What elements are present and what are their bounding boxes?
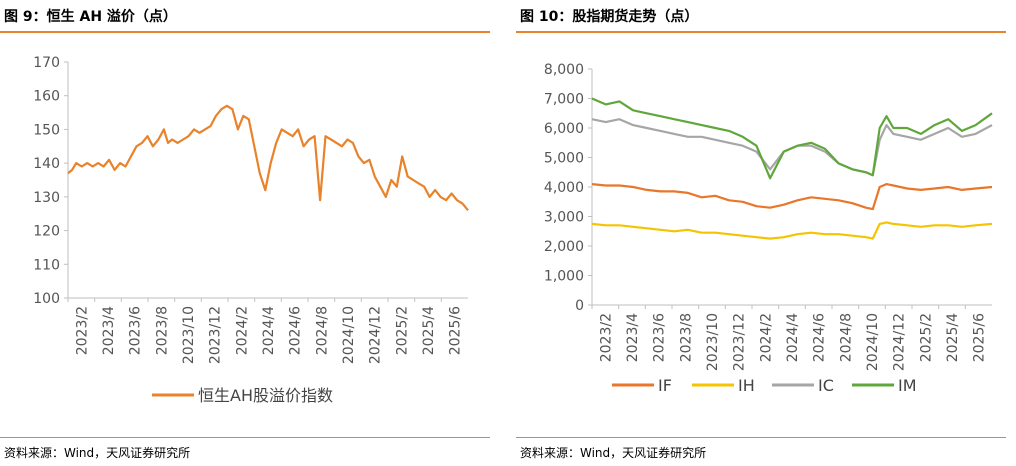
title-rule	[0, 31, 490, 33]
legend-label: IC	[818, 376, 834, 395]
y-tick-label: 7,000	[544, 92, 584, 108]
title-rule	[516, 31, 1006, 33]
series-line-恒生AH股溢价指数	[67, 104, 469, 211]
y-tick-label: 1,000	[544, 269, 584, 285]
y-tick-label: 130	[33, 190, 60, 206]
x-tick-label: 2023/10	[705, 313, 721, 371]
y-tick-label: 100	[33, 291, 60, 307]
y-tick-label: 5,000	[544, 151, 584, 167]
x-tick-label: 2024/10	[341, 306, 357, 364]
x-tick-label: 2023/8	[678, 313, 694, 362]
y-tick-label: 110	[33, 257, 60, 273]
source-note: 资料来源：Wind，天风证券研究所	[520, 446, 707, 460]
series-line-IH	[591, 221, 993, 240]
y-tick-label: 160	[33, 89, 60, 105]
x-tick-label: 2023/6	[128, 306, 144, 355]
y-tick-label: 170	[33, 55, 60, 71]
x-tick-label: 2025/6	[448, 306, 464, 355]
x-tick-label: 2023/2	[598, 313, 614, 362]
series-line-IC	[591, 118, 993, 177]
source-rule	[0, 437, 490, 438]
index-futures-chart: 0 1,000 2,000 3,000 4,000 5,000 6,000 7,000 8,00…	[544, 62, 993, 395]
x-tick-label: 2023/6	[652, 313, 668, 362]
x-tick-label: 2023/12	[208, 306, 224, 364]
y-tick-label: 0	[575, 298, 584, 314]
legend-label: IF	[658, 376, 672, 395]
x-tick-label: 2023/10	[181, 306, 197, 364]
x-tick-label: 2023/12	[732, 313, 748, 371]
x-tick-label: 2024/8	[838, 313, 854, 362]
x-tick-label: 2024/2	[758, 313, 774, 362]
legend-label: 恒生AH股溢价指数	[198, 386, 333, 405]
y-tick-label: 8,000	[544, 62, 584, 78]
panel-ah-premium: 图 9：恒生 AH 溢价（点） 100 110 120 130 140 150 160 170…	[0, 0, 500, 466]
y-tick-label: 4,000	[544, 180, 584, 196]
x-tick-label: 2025/4	[945, 313, 961, 362]
y-tick-label: 6,000	[544, 121, 584, 137]
x-tick-label: 2024/8	[314, 306, 330, 355]
panel-index-futures: 图 10：股指期货走势（点） 0 1,000 2,000 3,000 4,000 5,00…	[516, 0, 1016, 466]
x-tick-label: 2024/4	[785, 313, 801, 362]
y-tick-label: 3,000	[544, 210, 584, 226]
x-tick-label: 2024/12	[368, 306, 384, 364]
y-tick-label: 150	[33, 122, 60, 138]
legend-label: IH	[738, 376, 755, 395]
figure-title: 图 10：股指期货走势（点）	[520, 9, 699, 25]
x-tick-label: 2023/2	[74, 306, 90, 355]
x-tick-label: 2024/6	[288, 306, 304, 355]
source-note: 资料来源：Wind，天风证券研究所	[4, 446, 191, 460]
figure-title: 图 9：恒生 AH 溢价（点）	[4, 9, 177, 25]
series-line-IM	[591, 97, 993, 180]
y-tick-label: 140	[33, 156, 60, 172]
series-line-IF	[591, 183, 993, 211]
x-tick-label: 2025/6	[972, 313, 988, 362]
x-tick-label: 2023/8	[154, 306, 170, 355]
x-tick-label: 2025/2	[394, 306, 410, 355]
x-tick-label: 2024/10	[865, 313, 881, 371]
x-tick-label: 2023/4	[625, 313, 641, 362]
x-tick-label: 2024/4	[261, 306, 277, 355]
y-tick-label: 2,000	[544, 239, 584, 255]
x-tick-label: 2025/4	[421, 306, 437, 355]
source-rule	[516, 437, 1006, 438]
legend-label: IM	[898, 376, 917, 395]
ah-premium-chart: 100 110 120 130 140 150 160 170 2023/2 2023/4 2023…	[33, 55, 469, 405]
x-tick-label: 2025/2	[918, 313, 934, 362]
y-tick-label: 120	[33, 224, 60, 240]
x-tick-label: 2024/12	[892, 313, 908, 371]
x-tick-label: 2024/6	[812, 313, 828, 362]
x-tick-label: 2024/2	[234, 306, 250, 355]
x-tick-label: 2023/4	[101, 306, 117, 355]
